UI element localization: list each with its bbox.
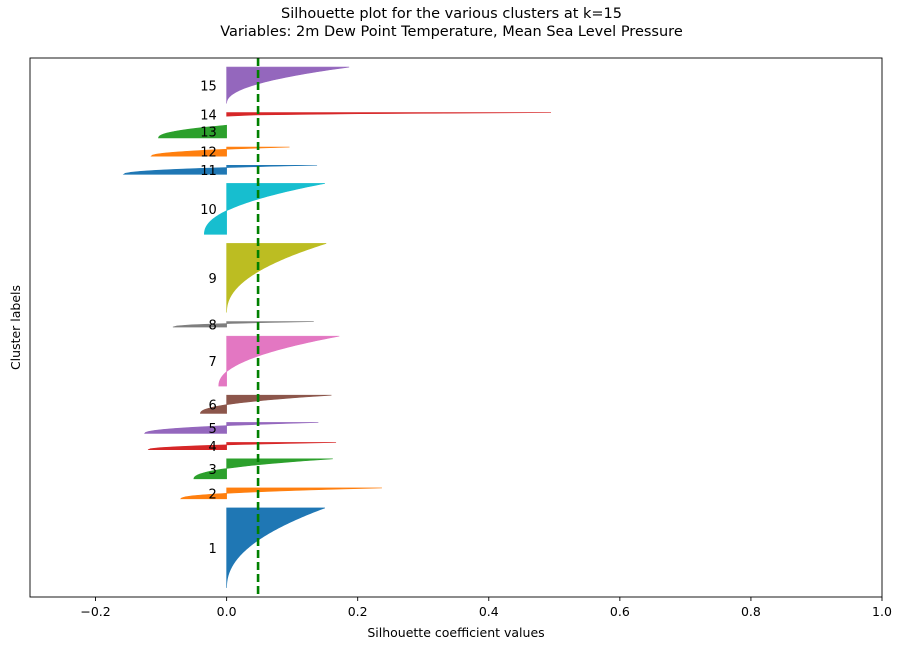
silhouette-bar-cluster-14 bbox=[226, 112, 552, 117]
silhouette-bar-cluster-12 bbox=[150, 146, 290, 157]
silhouette-bar-cluster-9 bbox=[226, 243, 327, 313]
silhouette-bar-cluster-8 bbox=[172, 321, 314, 328]
x-axis-label: Silhouette coefficient values bbox=[367, 625, 544, 640]
cluster-label-12: 12 bbox=[200, 146, 217, 161]
y-axis-label: Cluster labels bbox=[8, 285, 23, 370]
silhouette-bar-cluster-5 bbox=[144, 422, 319, 434]
silhouette-bar-cluster-1 bbox=[226, 507, 326, 588]
silhouette-bar-cluster-13 bbox=[158, 124, 227, 139]
plot-frame bbox=[29, 57, 883, 598]
cluster-label-13: 13 bbox=[200, 126, 217, 141]
silhouette-bar-cluster-3 bbox=[193, 458, 333, 480]
silhouette-bar-cluster-2 bbox=[179, 487, 382, 500]
silhouette-bar-cluster-15 bbox=[226, 66, 350, 104]
cluster-label-5: 5 bbox=[208, 422, 216, 437]
cluster-label-11: 11 bbox=[200, 164, 217, 179]
cluster-label-15: 15 bbox=[200, 79, 217, 94]
silhouette-bar-cluster-10 bbox=[204, 183, 325, 235]
cluster-label-6: 6 bbox=[208, 398, 216, 413]
cluster-label-8: 8 bbox=[208, 318, 216, 333]
silhouette-bars bbox=[122, 66, 552, 588]
chart-title: Silhouette plot for the various clusters… bbox=[280, 6, 623, 22]
silhouette-bar-cluster-11 bbox=[122, 164, 318, 175]
x-tick-label: 1.0 bbox=[872, 604, 892, 619]
cluster-label-10: 10 bbox=[200, 203, 217, 218]
cluster-label-14: 14 bbox=[200, 108, 217, 123]
x-tick-label: −0.2 bbox=[80, 604, 110, 619]
x-tick-label: 0.2 bbox=[348, 604, 368, 619]
x-tick-label: 0.4 bbox=[479, 604, 499, 619]
silhouette-bar-cluster-4 bbox=[147, 442, 337, 451]
cluster-label-2: 2 bbox=[208, 487, 216, 502]
silhouette-bar-cluster-7 bbox=[218, 335, 340, 387]
cluster-label-4: 4 bbox=[208, 440, 216, 455]
x-axis-ticks: −0.2 0.0 0.2 0.4 0.6 0.8 1.0 bbox=[80, 597, 892, 619]
chart-subtitle: Variables: 2m Dew Point Temperature, Mea… bbox=[220, 24, 683, 40]
cluster-label-1: 1 bbox=[208, 542, 216, 557]
cluster-label-7: 7 bbox=[208, 355, 216, 370]
x-tick-label: 0.8 bbox=[741, 604, 761, 619]
x-tick-label: 0.0 bbox=[217, 604, 237, 619]
cluster-label-3: 3 bbox=[208, 463, 216, 478]
x-tick-label: 0.6 bbox=[610, 604, 630, 619]
silhouette-bar-cluster-6 bbox=[200, 394, 332, 414]
cluster-label-9: 9 bbox=[208, 272, 216, 287]
